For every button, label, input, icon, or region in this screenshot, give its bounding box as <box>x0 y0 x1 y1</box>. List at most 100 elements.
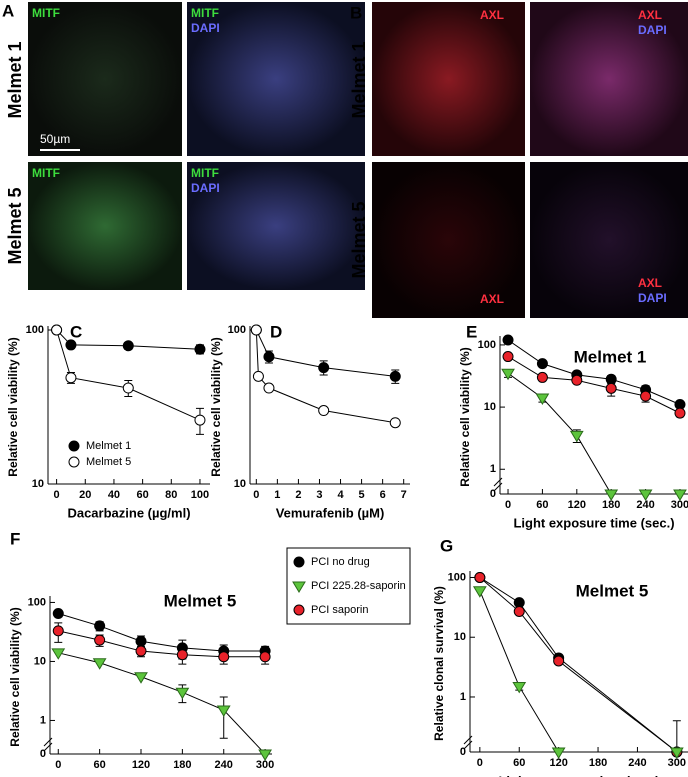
axis-break <box>43 737 53 747</box>
marker <box>293 604 305 616</box>
marker <box>502 351 514 363</box>
y-tick-label: 100 <box>448 571 466 583</box>
y-tick-label: 10 <box>32 478 44 490</box>
y-tick-label: 100 <box>26 324 44 336</box>
stain-label: MITF <box>191 166 219 180</box>
marker <box>65 372 77 384</box>
x-tick-label: 120 <box>568 499 586 511</box>
marker <box>535 393 550 405</box>
series-line <box>479 577 678 753</box>
y-tick-label: 0 <box>490 488 496 500</box>
marker <box>536 358 548 370</box>
marker <box>259 651 271 663</box>
chart-title: Melmet 5 <box>164 591 237 610</box>
micrograph <box>530 2 688 156</box>
x-tick-label: 0 <box>54 489 60 501</box>
error-bar <box>219 696 228 739</box>
x-tick-label: 180 <box>589 757 607 769</box>
y-tick-label: 0 <box>460 746 466 758</box>
micrograph <box>372 162 525 318</box>
panel-label: G <box>440 536 453 555</box>
marker <box>194 414 206 426</box>
axis-break <box>493 477 503 487</box>
axis-break <box>43 742 53 752</box>
marker <box>51 648 66 660</box>
marker <box>571 374 583 386</box>
y-axis-label: Relative cell viability (%) <box>6 337 20 476</box>
marker <box>52 625 64 637</box>
marker <box>389 370 401 382</box>
marker <box>638 489 653 501</box>
x-tick-label: 300 <box>256 759 274 771</box>
stain-label: MITF <box>191 6 219 20</box>
y-tick-label: 100 <box>228 324 246 336</box>
series-line <box>255 329 396 377</box>
marker <box>674 407 686 419</box>
legend-label: PCI no drug <box>311 556 370 568</box>
stain-label: AXL <box>480 8 504 22</box>
x-tick-label: 7 <box>401 489 407 501</box>
micrograph <box>530 162 688 318</box>
x-tick-label: 180 <box>602 499 620 511</box>
x-tick-label: 60 <box>536 499 548 511</box>
panel-label: F <box>10 529 20 548</box>
stain-label: AXL <box>638 276 662 290</box>
marker <box>65 339 77 351</box>
marker <box>263 382 275 394</box>
row-label: Melmet 1 <box>349 41 369 118</box>
axis-break <box>463 735 473 745</box>
stain-label: AXL <box>480 292 504 306</box>
row-label: Melmet 1 <box>5 41 25 118</box>
legend-label: PCI 225.28-saporin <box>311 580 406 592</box>
legend-label: PCI saporin <box>311 604 368 616</box>
series-line <box>507 339 681 405</box>
stain-label: MITF <box>32 6 60 20</box>
x-tick-label: 60 <box>136 489 148 501</box>
stain-label: AXL <box>638 8 662 22</box>
stain-label: DAPI <box>638 291 667 305</box>
marker <box>474 571 486 583</box>
marker <box>122 382 134 394</box>
legend-label: Melmet 1 <box>86 440 131 452</box>
x-tick-label: 300 <box>668 757 686 769</box>
micrograph <box>187 162 365 290</box>
series-line <box>479 590 677 753</box>
x-tick-label: 0 <box>505 499 511 511</box>
marker <box>512 681 527 694</box>
marker <box>134 672 148 684</box>
marker <box>501 368 515 381</box>
y-tick-label: 1 <box>490 463 496 475</box>
row-label: Melmet 5 <box>5 187 25 264</box>
stain-label: DAPI <box>191 21 220 35</box>
series-line <box>507 372 680 495</box>
legend-label: Melmet 5 <box>86 456 131 468</box>
marker <box>94 634 106 646</box>
marker <box>68 456 80 468</box>
y-tick-label: 100 <box>478 339 496 351</box>
x-tick-label: 3 <box>316 489 322 501</box>
x-tick-label: 100 <box>191 489 209 501</box>
marker <box>194 343 206 355</box>
marker <box>673 489 687 501</box>
panel-label: A <box>2 1 14 20</box>
marker <box>318 362 330 374</box>
series-line <box>58 652 266 755</box>
marker <box>175 687 190 700</box>
x-tick-label: 120 <box>549 757 567 769</box>
y-tick-label: 10 <box>234 478 246 490</box>
x-tick-label: 0 <box>253 489 259 501</box>
marker <box>250 324 262 336</box>
panel-label: D <box>270 322 282 341</box>
x-tick-label: 4 <box>337 489 344 501</box>
row-label: Melmet 5 <box>349 201 369 278</box>
y-axis-label: Relative cell viability (%) <box>8 607 22 746</box>
marker <box>389 417 401 429</box>
micrograph <box>372 2 525 156</box>
y-axis-label: Relative cell viability (%) <box>209 337 223 476</box>
x-axis-label: Light exposure time (sec.) <box>498 773 659 777</box>
micrograph <box>28 2 182 156</box>
x-tick-label: 60 <box>94 759 106 771</box>
marker <box>135 645 147 657</box>
x-axis-label: Light exposure time (sec.) <box>513 515 674 530</box>
x-tick-label: 300 <box>671 499 688 511</box>
